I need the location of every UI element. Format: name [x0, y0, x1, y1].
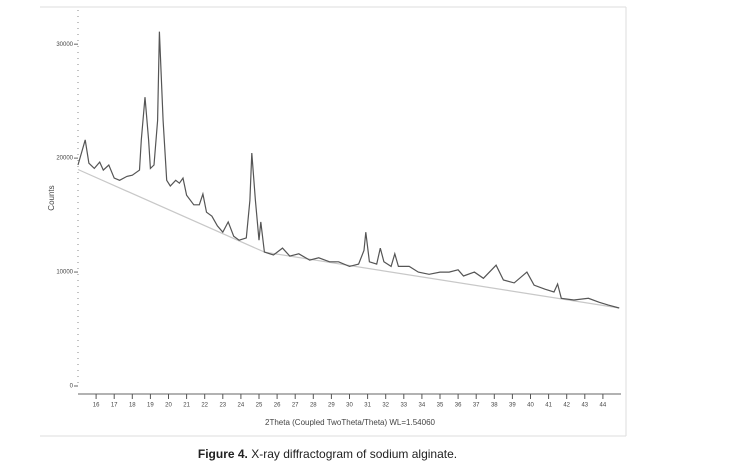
- x-tick-label: 28: [310, 403, 317, 409]
- x-tick-label: 32: [382, 403, 389, 409]
- x-tick-label: 38: [491, 403, 498, 409]
- x-tick-label: 20: [165, 403, 172, 409]
- x-tick-label: 37: [473, 403, 480, 409]
- x-tick-label: 25: [256, 403, 263, 409]
- x-tick-label: 44: [600, 403, 607, 409]
- x-tick-label: 39: [509, 403, 516, 409]
- x-tick-label: 41: [545, 403, 552, 409]
- x-tick-label: 23: [219, 403, 226, 409]
- chart: Counts 2Theta (Coupled TwoTheta/Theta) W…: [40, 6, 627, 437]
- x-axis-label: 2Theta (Coupled TwoTheta/Theta) WL=1.540…: [265, 418, 436, 427]
- y-tick-label: 30000: [56, 42, 73, 48]
- x-tick-label: 43: [581, 403, 588, 409]
- x-tick-label: 31: [364, 403, 371, 409]
- x-tick-label: 42: [563, 403, 570, 409]
- x-tick-label: 30: [346, 403, 353, 409]
- y-tick-label: 20000: [56, 156, 73, 162]
- x-tick-label: 18: [129, 403, 136, 409]
- y-axis-label: Counts: [47, 185, 56, 210]
- y-tick-label: 10000: [56, 270, 73, 276]
- x-tick-label: 26: [274, 403, 281, 409]
- x-tick-label: 16: [93, 403, 100, 409]
- caption: Figure 4. X-ray diffractogram of sodium …: [0, 447, 655, 461]
- x-tick-label: 24: [238, 403, 245, 409]
- x-tick-label: 29: [328, 403, 335, 409]
- x-tick-label: 27: [292, 403, 299, 409]
- caption-text: X-ray diffractogram of sodium alginate.: [251, 447, 458, 461]
- x-tick-label: 21: [183, 403, 190, 409]
- x-tick-label: 36: [455, 403, 462, 409]
- x-tick-label: 19: [147, 403, 154, 409]
- x-tick-label: 33: [400, 403, 407, 409]
- x-tick-label: 17: [111, 403, 118, 409]
- x-tick-label: 40: [527, 403, 534, 409]
- x-tick-label: 22: [201, 403, 208, 409]
- caption-label: Figure 4.: [197, 447, 248, 461]
- y-tick-label: 0: [70, 384, 74, 390]
- x-tick-label: 34: [419, 403, 426, 409]
- x-tick-label: 35: [437, 403, 444, 409]
- data-line: [77, 31, 620, 309]
